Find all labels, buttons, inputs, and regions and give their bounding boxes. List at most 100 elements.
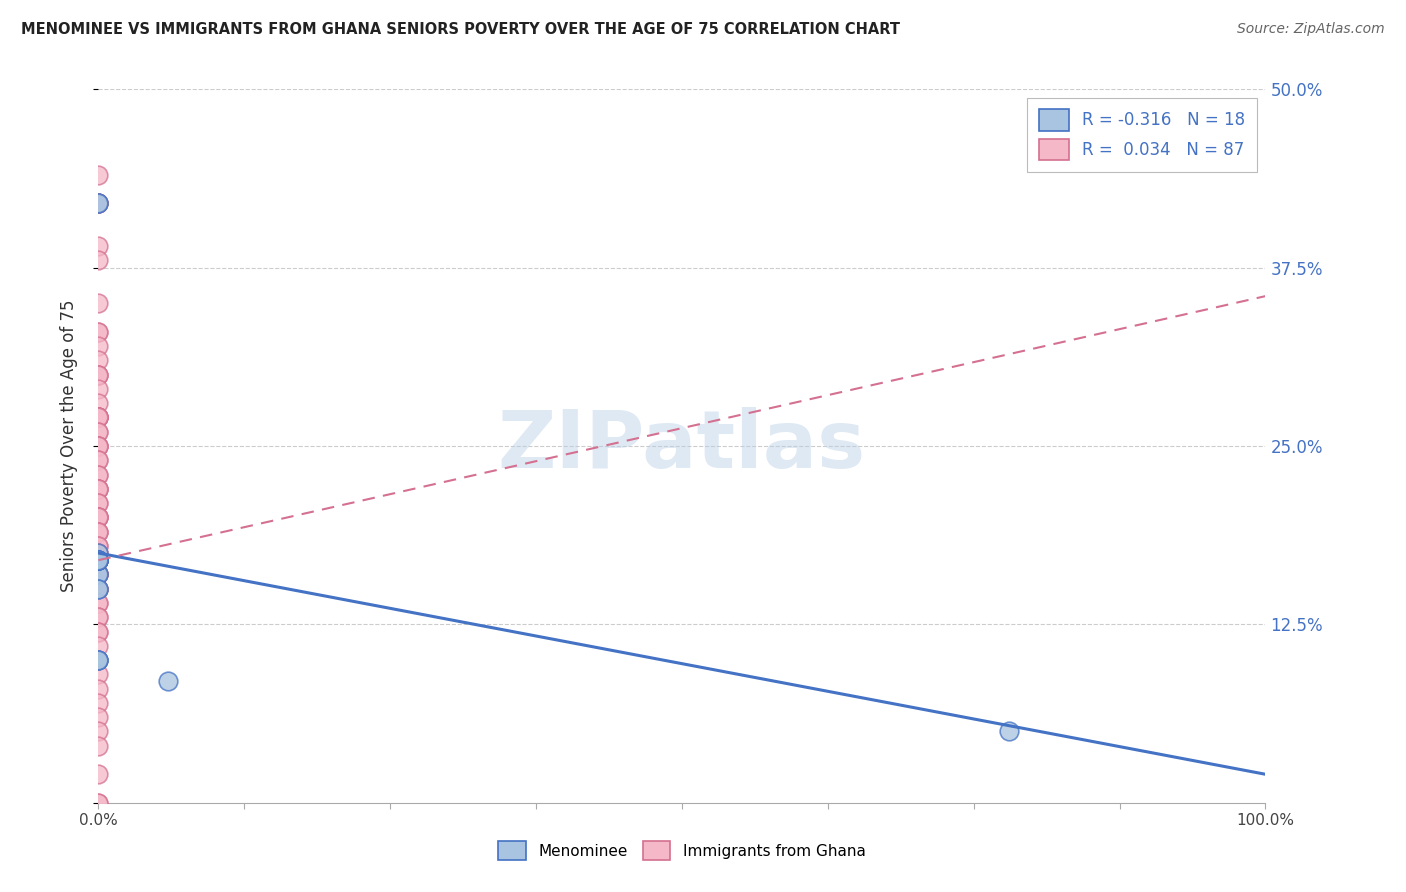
Point [87,510,110,524]
Point [87,439,110,453]
Point [157,674,180,689]
Point [87,796,110,810]
Point [87,553,110,567]
Point [87,439,110,453]
Point [87,610,110,624]
Point [87,546,110,560]
Point [87,368,110,382]
Point [87,553,110,567]
Point [87,239,110,253]
Point [87,667,110,681]
Point [87,196,110,211]
Point [87,196,110,211]
Point [87,724,110,739]
Point [87,796,110,810]
Point [87,410,110,425]
Point [87,339,110,353]
Legend: Menominee, Immigrants from Ghana: Menominee, Immigrants from Ghana [492,835,872,866]
Text: MENOMINEE VS IMMIGRANTS FROM GHANA SENIORS POVERTY OVER THE AGE OF 75 CORRELATIO: MENOMINEE VS IMMIGRANTS FROM GHANA SENIO… [21,22,900,37]
Point [87,496,110,510]
Point [997,724,1019,739]
Point [87,567,110,582]
Point [87,553,110,567]
Point [87,553,110,567]
Point [87,582,110,596]
Point [87,196,110,211]
Y-axis label: Seniors Poverty Over the Age of 75: Seniors Poverty Over the Age of 75 [59,300,77,592]
Point [87,196,110,211]
Point [87,596,110,610]
Point [87,553,110,567]
Point [87,453,110,467]
Point [87,325,110,339]
Point [87,410,110,425]
Point [87,510,110,524]
Point [87,510,110,524]
Point [87,482,110,496]
Point [87,368,110,382]
Point [87,567,110,582]
Point [87,382,110,396]
Point [87,582,110,596]
Point [87,553,110,567]
Point [87,553,110,567]
Point [87,553,110,567]
Point [87,482,110,496]
Point [87,553,110,567]
Point [87,410,110,425]
Point [87,653,110,667]
Point [87,582,110,596]
Point [87,168,110,182]
Point [87,567,110,582]
Text: ZIPatlas: ZIPatlas [498,407,866,485]
Point [87,610,110,624]
Point [87,539,110,553]
Point [87,196,110,211]
Point [87,524,110,539]
Point [87,553,110,567]
Point [87,546,110,560]
Point [87,410,110,425]
Point [87,425,110,439]
Point [87,396,110,410]
Point [87,410,110,425]
Point [87,496,110,510]
Point [87,653,110,667]
Point [87,553,110,567]
Point [87,681,110,696]
Point [87,553,110,567]
Point [87,553,110,567]
Point [87,553,110,567]
Point [87,582,110,596]
Text: Source: ZipAtlas.com: Source: ZipAtlas.com [1237,22,1385,37]
Point [87,425,110,439]
Point [87,624,110,639]
Point [87,696,110,710]
Point [87,582,110,596]
Point [87,196,110,211]
Point [87,524,110,539]
Point [87,482,110,496]
Point [87,510,110,524]
Point [87,325,110,339]
Point [87,582,110,596]
Point [87,567,110,582]
Point [87,596,110,610]
Point [87,639,110,653]
Point [87,653,110,667]
Point [87,567,110,582]
Point [87,439,110,453]
Point [87,296,110,310]
Point [87,553,110,567]
Point [87,467,110,482]
Point [87,353,110,368]
Point [87,767,110,781]
Point [87,467,110,482]
Point [87,539,110,553]
Point [87,453,110,467]
Point [87,482,110,496]
Point [87,524,110,539]
Point [87,546,110,560]
Point [87,553,110,567]
Point [87,368,110,382]
